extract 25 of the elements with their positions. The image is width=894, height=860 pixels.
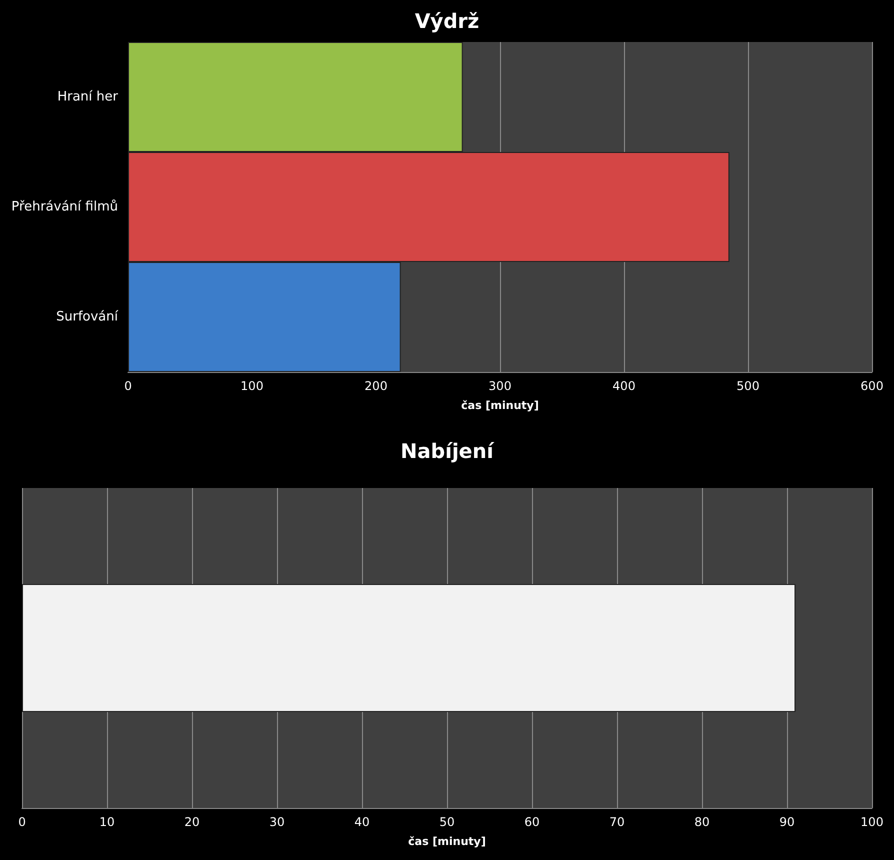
x-tick-label: 70 [609, 815, 625, 829]
x-tick-label: 0 [18, 815, 26, 829]
x-tick-label: 30 [269, 815, 285, 829]
x-axis-title: čas [minuty] [461, 399, 539, 412]
y-tick-label: Surfování [56, 310, 118, 324]
x-tick-label: 10 [99, 815, 115, 829]
y-tick-label: Přehrávání filmů [11, 198, 118, 214]
chart-title: Nabíjení [400, 439, 495, 463]
x-tick-label: 50 [439, 815, 455, 829]
chart-title: Výdrž [414, 9, 480, 33]
x-tick-label: 600 [860, 379, 884, 393]
x-tick-label: 500 [736, 379, 760, 393]
x-tick-label: 80 [694, 815, 710, 829]
x-tick-label: 300 [488, 379, 512, 393]
x-tick-label: 90 [779, 815, 795, 829]
x-tick-label: 0 [124, 379, 132, 393]
x-tick-label: 40 [354, 815, 370, 829]
x-axis-title: čas [minuty] [408, 835, 486, 848]
x-tick-label: 60 [524, 815, 540, 829]
x-tick-label: 100 [240, 379, 264, 393]
x-tick-label: 100 [860, 815, 884, 829]
x-tick-label: 400 [612, 379, 636, 393]
x-tick-label: 20 [184, 815, 200, 829]
y-tick-label: Hraní her [57, 90, 119, 104]
x-tick-label: 200 [364, 379, 388, 393]
